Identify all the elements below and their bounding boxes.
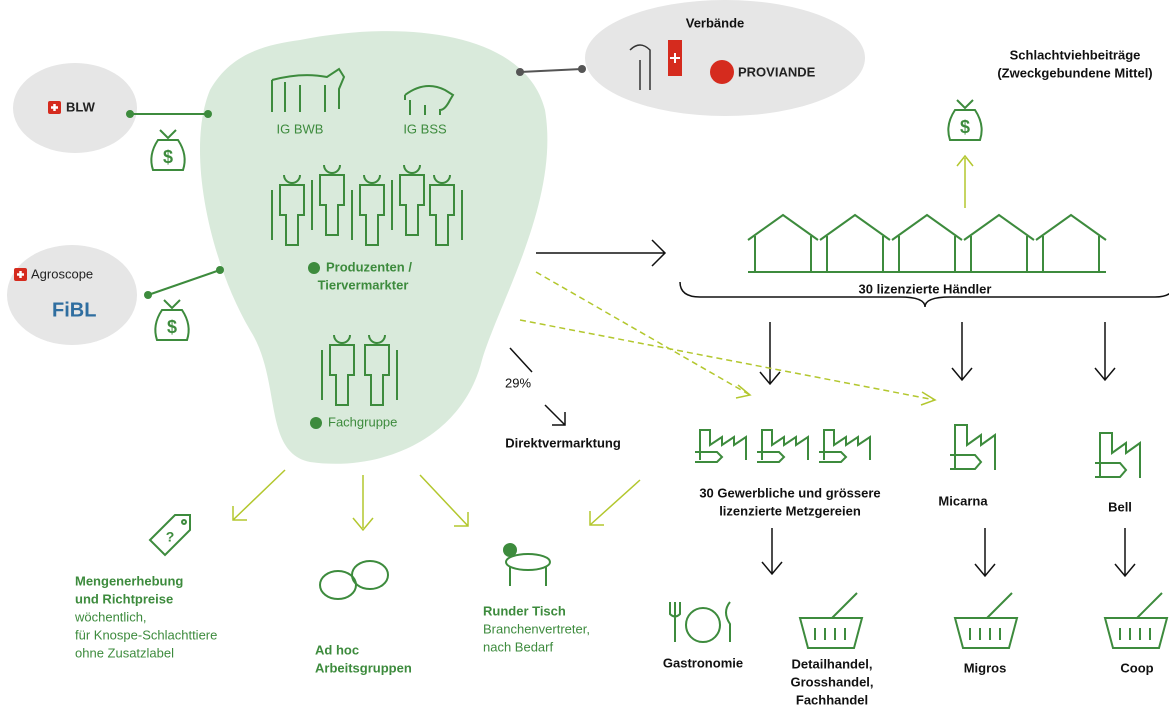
proviande-logo [710,60,734,84]
haendler-label: 30 lizenzierte Händler [859,281,992,296]
research-ellipse [7,245,137,345]
lime-arrows [232,469,641,532]
basket-icon [1103,592,1169,649]
micarna-label: Micarna [938,493,988,508]
svg-text:$: $ [163,147,173,167]
fachgruppe-label: Fachgruppe [328,414,397,429]
bud-icon [308,262,320,274]
schlachtvieh-line: Schlachtviehbeiträge [1010,47,1141,62]
cow-icon [271,67,346,112]
bell-label: Bell [1108,499,1132,514]
tag-icon: ? [148,514,191,557]
mengen-sub: für Knospe-Schlachttiere [75,627,217,642]
verband-logo [629,40,682,90]
producer-blob [199,31,548,464]
mengen-sub: wöchentlich, [74,609,147,624]
metzgereien-line: 30 Gewerbliche und grössere [699,485,880,500]
mengen-line: und Richtpreise [75,591,173,606]
money-bag: $ [947,99,983,141]
ig-bss-label: IG BSS [403,121,447,136]
agroscope-label: Agroscope [31,266,93,281]
verbaende-ellipse [585,0,865,116]
coop-label: Coop [1120,660,1153,675]
gastronomie-label: Gastronomie [663,655,743,670]
direkt-label: Direktvermarktung [505,435,621,450]
produzenten-line: Produzenten / [326,259,412,274]
arrow [536,239,667,267]
handel-line: Grosshandel, [790,674,873,689]
svg-text:?: ? [166,529,175,545]
farmers-icon [271,164,463,246]
bracket [679,281,1169,308]
runder-sub: Branchenvertreter, [483,621,590,636]
speech-icon [319,560,389,600]
swiss-flag [48,101,61,114]
produzenten-line: Tiervermarkter [318,277,409,292]
money-bag: $ [154,299,190,341]
fibl-label: FiBL [52,299,96,321]
direkt-share: 29% [505,375,531,390]
schlachtvieh-line: (Zweckgebundene Mittel) [997,65,1152,80]
adhoc-line: Arbeitsgruppen [315,660,412,675]
adhoc-line: Ad hoc [315,642,359,657]
dashed-arrows [519,271,936,401]
table-icon [503,543,551,586]
swiss-flag [14,268,27,281]
ig-bwb-label: IG BWB [277,121,324,136]
arrows [759,322,1116,386]
arrows [509,347,566,426]
money-bag: $ [150,129,186,171]
proviande-label: PROVIANDE [738,64,816,79]
basket-icon [953,592,1019,649]
handel-line: Detailhandel, [792,656,873,671]
runder-line: Runder Tisch [483,603,566,618]
migros-label: Migros [964,660,1007,675]
mengen-sub: ohne Zusatzlabel [75,645,174,660]
factories [695,424,1141,478]
arrow-heads [735,384,937,406]
houses [747,213,1107,273]
plate-icon [669,601,731,643]
handel-line: Fachhandel [796,692,868,707]
blw-ellipse [13,63,137,153]
svg-text:$: $ [167,317,177,337]
arrows [761,528,1136,578]
connectors [126,65,586,299]
runder-sub: nach Bedarf [483,639,553,654]
blw-label: BLW [66,99,96,114]
verbaende-label: Verbände [686,15,745,30]
svg-text:$: $ [960,117,970,137]
bud-icon [310,417,322,429]
metzgereien-line: lizenzierte Metzgereien [719,503,861,518]
basket-icon [798,592,864,649]
lime-arrow [956,154,974,208]
mengen-line: Mengenerhebung [75,573,183,588]
pig-icon [404,85,455,115]
farmers-icon [321,334,398,406]
